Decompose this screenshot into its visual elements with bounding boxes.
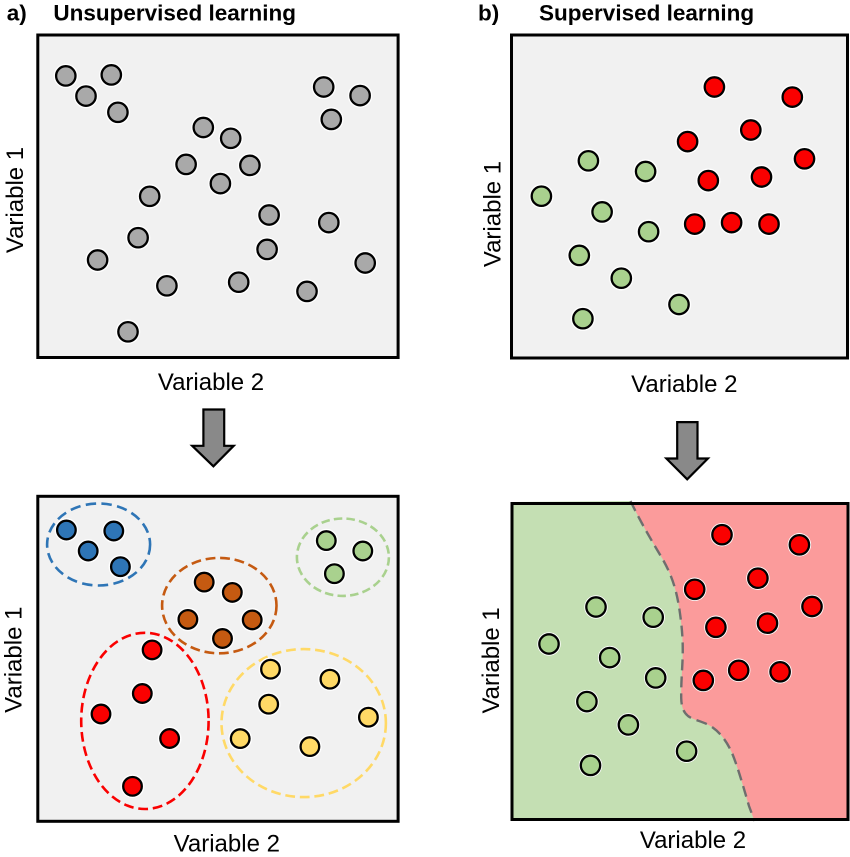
svg-text:Supervised learning: Supervised learning <box>539 0 754 25</box>
svg-text:Variable 2: Variable 2 <box>158 369 264 396</box>
svg-text:a): a) <box>7 0 27 25</box>
svg-text:Variable 1: Variable 1 <box>0 607 27 713</box>
svg-text:Variable 1: Variable 1 <box>2 147 29 253</box>
svg-text:Unsupervised learning: Unsupervised learning <box>53 0 296 25</box>
svg-text:Variable 2: Variable 2 <box>631 371 737 398</box>
svg-text:b): b) <box>478 0 499 25</box>
svg-text:Variable 2: Variable 2 <box>640 827 746 854</box>
svg-text:Variable 1: Variable 1 <box>478 607 505 713</box>
svg-text:Variable 2: Variable 2 <box>174 830 280 857</box>
svg-text:Variable 1: Variable 1 <box>480 161 507 267</box>
